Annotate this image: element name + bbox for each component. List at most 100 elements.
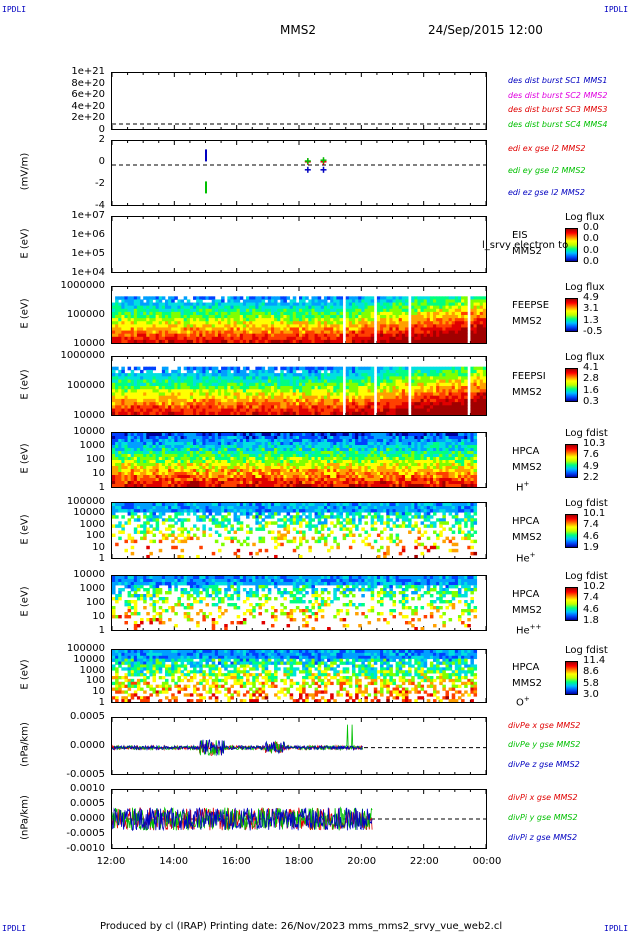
- heatmap-cell: [348, 392, 353, 397]
- heatmap-cell: [417, 330, 421, 335]
- heatmap-cell: [345, 330, 350, 335]
- heatmap-cell: [436, 411, 440, 415]
- heatmap-cell: [429, 308, 434, 313]
- heatmap-cell: [127, 451, 132, 455]
- heatmap-cell: [414, 305, 418, 310]
- heatmap-cell: [317, 339, 322, 343]
- heatmap-cell: [317, 299, 322, 303]
- heatmap-cell: [274, 451, 278, 455]
- heatmap-cell: [330, 315, 334, 319]
- heatmap-cell: [239, 445, 244, 449]
- heatmap-cell: [242, 448, 247, 452]
- heatmap-cell: [255, 369, 259, 374]
- heatmap-cell: [277, 392, 281, 397]
- heatmap-cell: [280, 469, 284, 473]
- heatmap-cell: [155, 481, 160, 485]
- heatmap-cell: [289, 408, 294, 413]
- heatmap-cell: [457, 311, 462, 316]
- heatmap-cell: [457, 402, 462, 406]
- heatmap-cell: [221, 382, 225, 387]
- heatmap-cell: [258, 448, 262, 452]
- heatmap-cell: [133, 454, 138, 458]
- heatmap-cell: [395, 302, 400, 307]
- heatmap-cell: [164, 411, 169, 415]
- heatmap-cell: [433, 411, 437, 415]
- heatmap-cell: [482, 327, 486, 331]
- heatmap-cell: [367, 311, 372, 316]
- heatmap-cell: [202, 311, 206, 316]
- heatmap-cell: [292, 339, 297, 343]
- heatmap-cell: [464, 405, 468, 409]
- heatmap-cell: [177, 451, 181, 455]
- heatmap-cell: [479, 405, 484, 409]
- heatmap-cell: [149, 339, 153, 343]
- heatmap-cell: [186, 457, 191, 461]
- heatmap-cell: [482, 333, 486, 338]
- heatmap-cell: [227, 457, 231, 461]
- heatmap-cell: [214, 442, 219, 446]
- heatmap-cell: [292, 478, 297, 482]
- heatmap-cell: [217, 321, 222, 325]
- heatmap-cell: [168, 398, 172, 403]
- heatmap-cell: [149, 308, 153, 313]
- heatmap-cell: [164, 311, 169, 316]
- heatmap-cell: [264, 318, 269, 322]
- heatmap-cell: [193, 402, 197, 406]
- heatmap-cell: [423, 339, 428, 343]
- heatmap-cell: [270, 436, 275, 440]
- heatmap-cell: [411, 382, 415, 387]
- heatmap-cell: [224, 386, 228, 390]
- heatmap-cell: [224, 395, 228, 400]
- heatmap-cell: [205, 448, 210, 452]
- heatmap-cell: [140, 324, 144, 328]
- heatmap-cell: [327, 376, 331, 380]
- heatmap-cell: [246, 318, 250, 322]
- heatmap-cell: [140, 439, 144, 443]
- heatmap-cell: [149, 369, 153, 374]
- heatmap-cell: [448, 315, 453, 319]
- heatmap-cell: [277, 457, 281, 461]
- heatmap-cell: [289, 366, 294, 371]
- heatmap-cell: [414, 299, 418, 303]
- heatmap-cell: [448, 336, 453, 341]
- heatmap-cell: [302, 366, 306, 371]
- heatmap-cell: [333, 408, 337, 413]
- y-axis-label: E (eV): [19, 369, 31, 400]
- heatmap-cell: [246, 296, 250, 300]
- heatmap-cell: [149, 321, 153, 325]
- heatmap-cell: [202, 460, 206, 464]
- heatmap-cell: [174, 448, 178, 452]
- heatmap-cell: [376, 408, 381, 413]
- heatmap-cell: [205, 463, 210, 467]
- heatmap-cell: [314, 433, 319, 437]
- heatmap-cell: [208, 478, 213, 482]
- heatmap-cell: [261, 445, 266, 449]
- heatmap-cell: [211, 481, 216, 485]
- heatmap-cell: [274, 318, 278, 322]
- heatmap-cell: [270, 457, 275, 461]
- heatmap-cell: [211, 436, 216, 440]
- heatmap-cell: [411, 318, 415, 322]
- heatmap-cell: [217, 463, 222, 467]
- heatmap-cell: [236, 296, 241, 300]
- heatmap-cell: [414, 382, 418, 387]
- heatmap-cell: [199, 433, 203, 437]
- heatmap-cell: [183, 475, 188, 479]
- heatmap-cell: [404, 379, 409, 384]
- heatmap-cell: [420, 411, 425, 415]
- heatmap-cell: [124, 296, 128, 300]
- heatmap-cell: [461, 382, 465, 387]
- heatmap-cell: [205, 469, 210, 473]
- heatmap-cell: [130, 339, 135, 343]
- heatmap-cell: [239, 302, 244, 307]
- heatmap-cell: [479, 339, 484, 343]
- heatmap-cell: [211, 369, 216, 374]
- heatmap-cell: [136, 442, 141, 446]
- heatmap-cell: [217, 324, 222, 328]
- heatmap-cell: [183, 339, 188, 343]
- heatmap-cell: [255, 386, 259, 390]
- heatmap-cell: [442, 408, 446, 413]
- heatmap-cell: [333, 330, 337, 335]
- heatmap-cell: [161, 466, 166, 470]
- heatmap-cell: [124, 448, 128, 452]
